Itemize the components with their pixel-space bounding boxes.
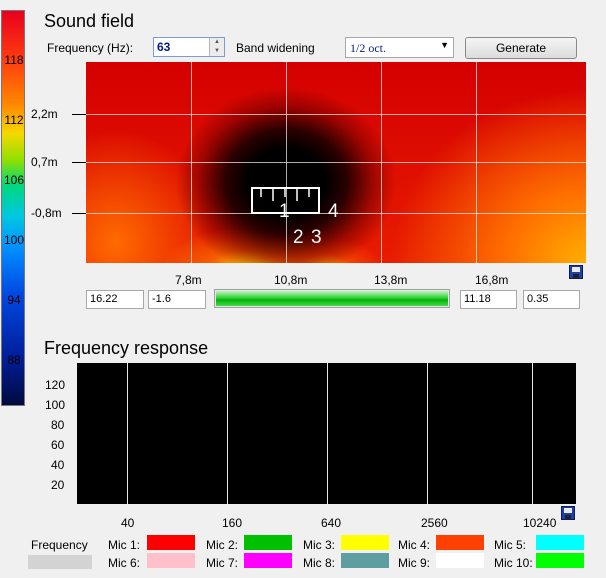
sound-field-map[interactable]: 1 4 2 3: [86, 62, 586, 263]
legend-mic-swatch[interactable]: [436, 553, 484, 568]
color-scale-label: 88: [7, 353, 21, 367]
legend-mic-label: Mic 6:: [108, 556, 141, 570]
x-tick-label: 640: [321, 516, 342, 530]
color-scale-bar: [1, 10, 25, 406]
x-tick-label: 40: [121, 516, 135, 530]
y-tick-label: 20: [51, 478, 65, 492]
legend-mic-label: Mic 8:: [303, 556, 336, 570]
mic-marker[interactable]: 4: [328, 201, 339, 222]
x-max-input[interactable]: 11.18: [460, 290, 517, 309]
spinner-up-icon[interactable]: ▲: [214, 39, 220, 45]
legend-mic-swatch[interactable]: [147, 535, 195, 550]
grid-line: [427, 363, 428, 504]
spinner-arrows[interactable]: ▲ ▼: [209, 38, 224, 56]
legend-mic-label: Mic 10:: [494, 556, 533, 570]
legend-mic-swatch[interactable]: [536, 553, 584, 568]
mic-marker[interactable]: 3: [311, 227, 322, 248]
grid-line: [227, 363, 228, 504]
legend-mic-swatch[interactable]: [244, 535, 292, 550]
y-tick-label: 0,7m: [31, 155, 58, 169]
legend-mic-label: Mic 9:: [398, 556, 431, 570]
x-tick-label: 7,8m: [175, 273, 202, 287]
legend-mic-swatch[interactable]: [341, 553, 389, 568]
x-tick-label: 10,8m: [274, 273, 308, 287]
band-widening-label: Band widening: [236, 41, 315, 55]
save-icon[interactable]: [569, 265, 583, 279]
y-tick-mark: [72, 162, 86, 163]
progress-fill: [216, 291, 448, 306]
frequency-value[interactable]: 63: [157, 40, 171, 54]
color-scale-label: 118: [4, 53, 24, 67]
legend-mic-swatch[interactable]: [147, 553, 195, 568]
grid-line: [532, 363, 533, 504]
save-icon[interactable]: [561, 506, 575, 520]
mic-marker[interactable]: 2: [293, 227, 304, 248]
y-tick-label: 40: [51, 458, 65, 472]
y-tick-label: 80: [51, 418, 65, 432]
y-min-input[interactable]: -1.6: [148, 290, 206, 309]
legend-mic-label: Mic 7:: [206, 556, 239, 570]
legend-mic-label: Mic 3:: [303, 538, 336, 552]
frequency-response-plot[interactable]: [77, 363, 576, 504]
x-min-input[interactable]: 16.22: [86, 290, 144, 309]
legend-mic-swatch[interactable]: [536, 535, 584, 550]
grid-line: [327, 363, 328, 504]
legend-mic-label: Mic 1:: [108, 538, 141, 552]
color-scale-label: 106: [3, 173, 25, 187]
y-tick-mark: [72, 114, 86, 115]
y-tick-label: -0,8m: [31, 206, 62, 220]
frequency-spinner[interactable]: 63 ▲ ▼: [153, 37, 225, 57]
x-tick-label: 10240: [523, 516, 557, 530]
y-tick-mark: [72, 213, 86, 214]
y-max-input[interactable]: 0.35: [523, 290, 580, 309]
x-tick-label: 16,8m: [475, 273, 509, 287]
legend-frequency-swatch[interactable]: [28, 555, 92, 569]
legend-mic-swatch[interactable]: [436, 535, 484, 550]
x-tick-label: 2560: [421, 516, 448, 530]
legend-mic-label: Mic 4:: [398, 538, 431, 552]
x-tick-label: 160: [222, 516, 243, 530]
grid-line: [86, 162, 586, 163]
frequency-label: Frequency (Hz):: [47, 41, 134, 55]
color-scale-label: 112: [4, 113, 24, 127]
legend-mic-label: Mic 5:: [494, 538, 527, 552]
grid-line: [86, 213, 586, 214]
speaker-array-icon: [251, 187, 320, 214]
band-widening-value[interactable]: 1/2 oct.: [350, 41, 386, 55]
legend-frequency-label: Frequency: [31, 538, 88, 552]
generation-progress-bar: [214, 289, 450, 308]
grid-line: [86, 114, 586, 115]
grid-line: [127, 363, 128, 504]
y-tick-label: 100: [45, 398, 66, 412]
legend-mic-swatch[interactable]: [244, 553, 292, 568]
frequency-response-title: Frequency response: [44, 338, 209, 358]
x-tick-label: 13,8m: [374, 273, 408, 287]
color-scale-label: 100: [3, 233, 25, 247]
mic-marker[interactable]: 1: [279, 201, 290, 222]
y-tick-label: 60: [51, 438, 65, 452]
generate-button[interactable]: Generate: [465, 37, 577, 59]
y-tick-label: 120: [45, 378, 66, 392]
color-scale-label: 94: [7, 293, 21, 307]
spinner-down-icon[interactable]: ▼: [214, 48, 220, 54]
chevron-down-icon[interactable]: ▼: [440, 40, 449, 50]
sound-field-title: Sound field: [44, 11, 135, 31]
legend-mic-swatch[interactable]: [341, 535, 389, 550]
band-widening-select[interactable]: 1/2 oct. ▼: [345, 37, 454, 58]
legend-mic-label: Mic 2:: [206, 538, 239, 552]
y-tick-label: 2,2m: [31, 107, 58, 121]
